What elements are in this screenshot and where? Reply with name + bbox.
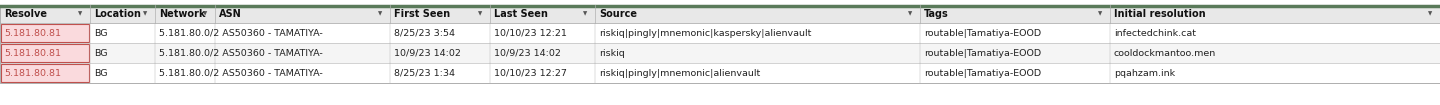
Text: ▼: ▼ [78, 12, 82, 16]
Bar [0, 63, 1440, 83]
Text: ▼: ▼ [1428, 12, 1433, 16]
Text: ▼: ▼ [377, 12, 382, 16]
Bar [1, 24, 89, 42]
Text: 5.181.80.81: 5.181.80.81 [4, 68, 60, 77]
Text: Location: Location [94, 9, 141, 19]
Text: 8/25/23 3:54: 8/25/23 3:54 [395, 28, 455, 37]
Text: ▼: ▼ [143, 12, 147, 16]
Text: 10/9/23 14:02: 10/9/23 14:02 [494, 49, 560, 58]
Text: Network: Network [158, 9, 206, 19]
Text: pqahzam.ink: pqahzam.ink [1115, 68, 1175, 77]
Text: 5.181.80.0/2 AS50360 - TAMATIYA-: 5.181.80.0/2 AS50360 - TAMATIYA- [158, 28, 323, 37]
Text: riskiq|pingly|mnemonic|kaspersky|alienvault: riskiq|pingly|mnemonic|kaspersky|alienva… [599, 28, 811, 37]
Text: 5.181.80.81: 5.181.80.81 [4, 28, 60, 37]
Text: riskiq|pingly|mnemonic|alienvault: riskiq|pingly|mnemonic|alienvault [599, 68, 760, 77]
Text: Last Seen: Last Seen [494, 9, 547, 19]
Bar [1, 64, 89, 82]
Text: ▼: ▼ [907, 12, 912, 16]
Text: routable|Tamatiya-EOOD: routable|Tamatiya-EOOD [924, 28, 1041, 37]
Text: routable|Tamatiya-EOOD: routable|Tamatiya-EOOD [924, 68, 1041, 77]
Text: ▼: ▼ [1097, 12, 1102, 16]
Bar [0, 43, 1440, 63]
Text: 10/9/23 14:02: 10/9/23 14:02 [395, 49, 461, 58]
Text: ▼: ▼ [583, 12, 588, 16]
Text: routable|Tamatiya-EOOD: routable|Tamatiya-EOOD [924, 49, 1041, 58]
Text: ASN: ASN [219, 9, 242, 19]
Bar [1, 44, 89, 62]
Text: riskiq: riskiq [599, 49, 625, 58]
Text: 5.181.80.0/2 AS50360 - TAMATIYA-: 5.181.80.0/2 AS50360 - TAMATIYA- [158, 68, 323, 77]
Text: First Seen: First Seen [395, 9, 451, 19]
Text: ▼: ▼ [203, 12, 207, 16]
Text: Initial resolution: Initial resolution [1115, 9, 1205, 19]
Text: BG: BG [94, 68, 108, 77]
Text: cooldockmantoo.men: cooldockmantoo.men [1115, 49, 1217, 58]
Text: Resolve: Resolve [4, 9, 48, 19]
Text: BG: BG [94, 49, 108, 58]
Text: 10/10/23 12:27: 10/10/23 12:27 [494, 68, 567, 77]
Bar [0, 23, 1440, 43]
Text: 10/10/23 12:21: 10/10/23 12:21 [494, 28, 567, 37]
Text: Source: Source [599, 9, 636, 19]
Text: 5.181.80.81: 5.181.80.81 [4, 49, 60, 58]
Text: 5.181.80.0/2 AS50360 - TAMATIYA-: 5.181.80.0/2 AS50360 - TAMATIYA- [158, 49, 323, 58]
Text: ▼: ▼ [478, 12, 482, 16]
Text: BG: BG [94, 28, 108, 37]
Bar [0, 5, 1440, 23]
Text: 8/25/23 1:34: 8/25/23 1:34 [395, 68, 455, 77]
Text: infectedchink.cat: infectedchink.cat [1115, 28, 1197, 37]
Text: Tags: Tags [924, 9, 949, 19]
Bar [0, 5, 1440, 83]
